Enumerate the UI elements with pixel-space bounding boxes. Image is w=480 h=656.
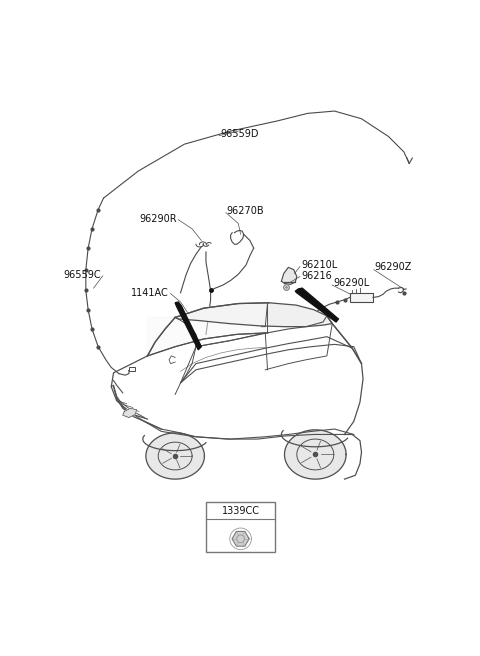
- Bar: [206, 502, 275, 552]
- Polygon shape: [232, 531, 249, 546]
- Polygon shape: [123, 408, 137, 417]
- Text: 96290L: 96290L: [334, 277, 370, 288]
- Bar: [350, 293, 373, 302]
- Polygon shape: [281, 268, 297, 284]
- Text: 96290R: 96290R: [139, 214, 177, 224]
- Text: 96559C: 96559C: [64, 270, 101, 280]
- Text: 96290Z: 96290Z: [374, 262, 412, 272]
- Bar: [129, 367, 135, 371]
- Polygon shape: [146, 433, 204, 479]
- Polygon shape: [175, 302, 201, 350]
- Polygon shape: [285, 430, 346, 479]
- Text: 96270B: 96270B: [227, 206, 264, 216]
- Text: 1141AC: 1141AC: [131, 288, 169, 298]
- Text: 1339CC: 1339CC: [222, 506, 260, 516]
- Text: 96210L: 96210L: [301, 260, 338, 270]
- Polygon shape: [295, 288, 338, 322]
- Text: 96559D: 96559D: [221, 129, 259, 139]
- Polygon shape: [175, 303, 332, 327]
- Text: 96216: 96216: [301, 271, 332, 281]
- Polygon shape: [147, 303, 269, 356]
